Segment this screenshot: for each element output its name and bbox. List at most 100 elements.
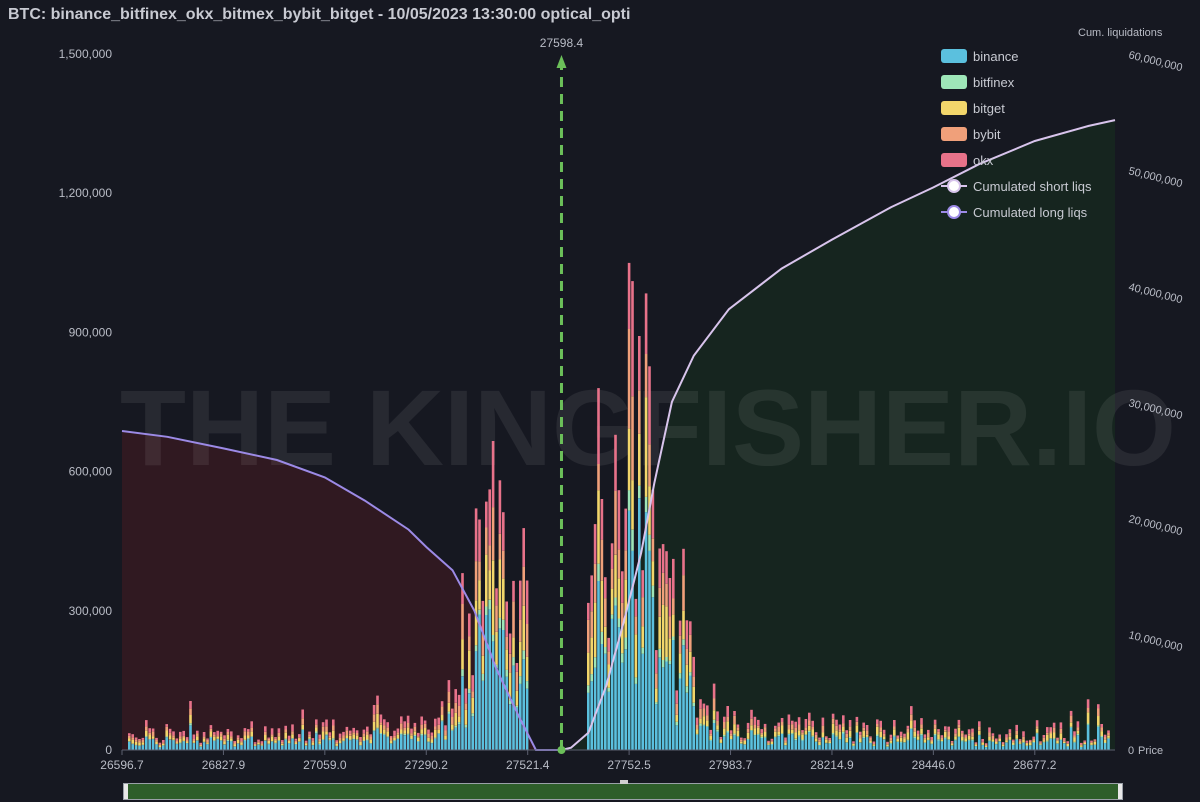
bar-segment-okx — [464, 688, 468, 704]
bar-segment-binance — [162, 745, 165, 750]
bar-segment-bitget — [801, 734, 804, 740]
bar-segment-okx — [196, 730, 199, 734]
bar-segment-okx — [814, 732, 818, 735]
bar-segment-bybit — [270, 734, 274, 737]
bar-segment-bybit — [740, 739, 743, 742]
bar-segment-bybit — [131, 737, 134, 740]
bar-segment-bitget — [835, 730, 838, 736]
bar-segment-bitfinex — [600, 631, 604, 644]
bar-segment-bitget — [709, 735, 712, 740]
bar-segment-binance — [869, 743, 872, 750]
bar-segment-bybit — [1008, 732, 1012, 737]
bar-segment-bitfinex — [899, 741, 903, 743]
bar-segment-okx — [369, 734, 372, 737]
bar-segment-okx — [1052, 722, 1056, 728]
left-tick-label: 1,500,000 — [59, 47, 113, 61]
bar-segment-binance — [774, 737, 777, 750]
bar-segment-binance — [617, 627, 621, 750]
bar-segment-bitget — [284, 732, 287, 739]
bar-segment-binance — [417, 741, 420, 750]
bar-segment-bybit — [372, 714, 376, 722]
bar-segment-bitget — [376, 713, 379, 728]
bar-segment-bybit — [481, 633, 485, 656]
bar-segment-okx — [767, 740, 770, 743]
bar-segment-bitget — [954, 736, 957, 740]
slider-right-handle[interactable] — [1118, 784, 1122, 799]
bar-segment-bitfinex — [1008, 739, 1012, 741]
bar-segment-okx — [869, 736, 872, 738]
bar-segment-binance — [451, 730, 454, 750]
bar-segment-bybit — [587, 619, 590, 653]
bar-segment-okx — [1029, 739, 1032, 741]
bar-segment-bitget — [923, 739, 927, 743]
bar-segment-bybit — [148, 732, 151, 735]
bar-segment-bitget — [947, 736, 950, 740]
bar-segment-binance — [610, 618, 614, 750]
bar-segment-bitfinex — [444, 739, 447, 740]
bar-segment-okx — [1059, 722, 1063, 729]
bar-segment-okx — [298, 734, 301, 738]
legend-marker-icon — [947, 179, 961, 193]
bar-segment-binance — [780, 733, 784, 750]
bar-segment-bitget — [859, 738, 862, 743]
bar-segment-bitfinex — [678, 673, 682, 679]
bar-segment-bybit — [859, 734, 862, 739]
bar-segment-bitget — [641, 626, 644, 648]
bar-segment-binance — [406, 734, 410, 750]
bar-segment-bitfinex — [243, 739, 247, 741]
bar-segment-bybit — [600, 539, 604, 581]
bar-segment-okx — [709, 729, 712, 734]
legend[interactable]: binance bitfinex bitget bybit okx Cumulated s… — [941, 49, 1092, 220]
bar-segment-okx — [182, 730, 185, 736]
bar-segment-bitfinex — [403, 733, 406, 736]
bar-segment-okx — [753, 716, 757, 725]
bar-segment-bybit — [457, 705, 461, 717]
bar-segment-bitfinex — [791, 733, 794, 735]
bar-segment-bitget — [1022, 739, 1025, 743]
bar-segment-binance — [794, 740, 797, 750]
bar-segment-binance — [678, 678, 682, 750]
slider-left-handle[interactable] — [124, 784, 128, 799]
bar-segment-okx — [998, 734, 1001, 738]
bar-segment-bitget — [678, 653, 682, 674]
bar-segment-bybit — [872, 743, 876, 745]
bar-segment-bitget — [257, 742, 260, 745]
bar-segment-bitget — [879, 731, 882, 737]
bar-segment-okx — [634, 598, 638, 617]
bar-segment-bitget — [196, 736, 199, 741]
bar-segment-bitfinex — [967, 739, 971, 741]
bar-segment-bitfinex — [1103, 742, 1107, 743]
bar-segment-binance — [250, 737, 253, 750]
bar-segment-binance — [471, 716, 474, 750]
bar-segment-okx — [304, 740, 308, 743]
bar-segment-binance — [1029, 745, 1032, 750]
x-tick-label: 27521.4 — [506, 758, 550, 772]
bar-segment-binance — [842, 733, 845, 750]
slider-grip-icon[interactable] — [620, 780, 628, 784]
bar-segment-bybit — [675, 703, 678, 715]
bar-segment-binance — [641, 653, 644, 750]
bar-segment-binance — [1001, 746, 1005, 750]
bar-segment-bitget — [410, 735, 413, 739]
bar-segment-bitget — [610, 588, 614, 615]
bar-segment-bitget — [444, 735, 447, 740]
bar-segment-bitget — [182, 737, 185, 741]
bar-segment-bitget — [230, 738, 233, 741]
bar-segment-bitfinex — [726, 731, 729, 733]
bar-segment-bybit — [672, 598, 675, 615]
bar-segment-okx — [1076, 721, 1080, 728]
bar-segment-bybit — [655, 673, 658, 689]
bar-segment-bitget — [206, 742, 209, 744]
bar-segment-bybit — [995, 740, 998, 742]
bar-segment-binance — [675, 725, 678, 750]
bar-segment-binance — [634, 683, 638, 750]
bar-segment-bitget — [797, 730, 801, 736]
bar-segment-okx — [338, 733, 342, 738]
bar-segment-bitfinex — [189, 723, 192, 726]
bar-segment-binance — [430, 743, 434, 750]
bar-segment-okx — [821, 717, 825, 726]
bar-segment-okx — [359, 737, 362, 741]
bar-segment-bybit — [155, 740, 158, 742]
zoom-slider[interactable] — [123, 780, 1123, 800]
bar-segment-bybit — [974, 743, 978, 745]
